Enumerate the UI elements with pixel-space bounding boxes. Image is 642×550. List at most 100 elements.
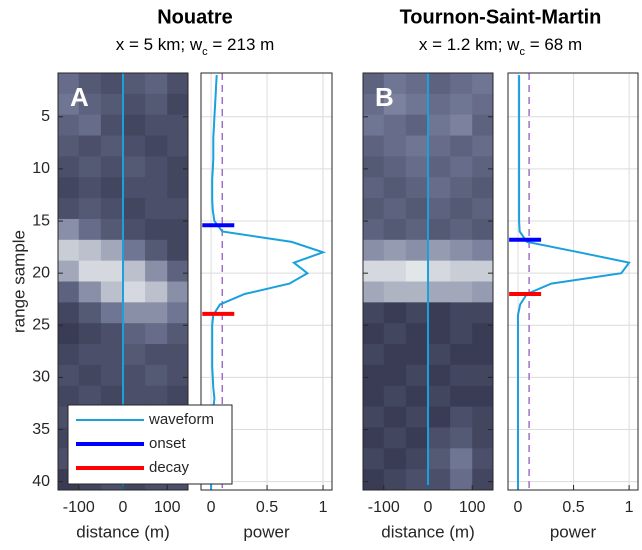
image-cell (363, 364, 385, 387)
waveform-plot (517, 73, 631, 490)
x-tick-label: 100 (154, 499, 181, 516)
image-cell (58, 114, 80, 137)
image-cell (78, 114, 102, 137)
image-cell (450, 364, 473, 387)
image-cell (450, 344, 473, 366)
x-axis-label: power (243, 522, 290, 541)
image-cell (405, 135, 429, 157)
image-cell (472, 260, 493, 282)
image-cell (363, 239, 385, 262)
image-cell (167, 323, 188, 345)
image-cell (78, 198, 102, 220)
image-cell (58, 73, 80, 95)
image-cell (428, 135, 451, 157)
image-cell (100, 114, 124, 137)
image-cell (405, 156, 429, 178)
image-cell (78, 73, 102, 95)
image-cell (383, 302, 407, 324)
image-cell (363, 198, 385, 220)
image-cell (78, 239, 102, 262)
image-cell (100, 156, 124, 178)
image-cell (123, 114, 146, 137)
subtitle-part: = 213 m (208, 35, 275, 54)
image-cell (405, 344, 429, 366)
image-cell (405, 93, 429, 116)
y-tick-label: 15 (32, 212, 50, 229)
x-tick-label: -100 (368, 499, 400, 516)
image-cell (428, 218, 451, 241)
legend-label: decay (149, 459, 190, 476)
image-cell (123, 260, 146, 282)
subtitle-part: c (202, 46, 208, 58)
image-cell (383, 93, 407, 116)
image-cell (123, 239, 146, 262)
chart-title: Tournon-Saint-Martin (400, 6, 602, 28)
image-cell (123, 73, 146, 95)
image-cell (167, 198, 188, 220)
legend-label: onset (149, 435, 187, 452)
image-cell (383, 427, 407, 449)
image-cell (145, 385, 168, 408)
image-cell (100, 302, 124, 324)
image-cell (472, 302, 493, 324)
image-cell (363, 344, 385, 366)
image-cell (78, 218, 102, 241)
image-cell (167, 260, 188, 282)
image-cell (450, 260, 473, 282)
image-cell (383, 73, 407, 95)
image-cell (363, 323, 385, 345)
image-cell (100, 218, 124, 241)
y-tick-label: 5 (41, 108, 50, 125)
image-cell (100, 177, 124, 199)
image-cell (100, 93, 124, 116)
image-cell (167, 364, 188, 387)
image-cell (123, 177, 146, 199)
image-cell (78, 135, 102, 157)
image-cell (383, 406, 407, 428)
image-cell (472, 385, 493, 408)
image-cell (58, 135, 80, 157)
image-cell (428, 281, 451, 303)
image-cell (363, 260, 385, 282)
image-cell (428, 156, 451, 178)
image-cell (428, 260, 451, 282)
image-cell (383, 135, 407, 157)
image-cell (167, 156, 188, 178)
legend-label: waveform (148, 411, 214, 428)
image-cell (167, 302, 188, 324)
image-cell (58, 260, 80, 282)
image-cell (363, 156, 385, 178)
image-cell (405, 427, 429, 449)
image-cell (145, 323, 168, 345)
image-cell (405, 302, 429, 324)
x-axis-label: distance (m) (76, 522, 170, 541)
image-cell (100, 364, 124, 387)
image-cell (123, 344, 146, 366)
y-tick-label: 30 (32, 369, 50, 386)
image-cell (428, 469, 451, 490)
image-cell (145, 114, 168, 137)
image-cell (428, 406, 451, 428)
image-cell (145, 177, 168, 199)
image-cell (123, 135, 146, 157)
image-cell (472, 427, 493, 449)
image-cell (100, 198, 124, 220)
image-cell (145, 239, 168, 262)
waveform-line (517, 75, 631, 490)
image-cell (428, 323, 451, 345)
panel-label: B (375, 82, 394, 112)
axes-frame (200, 72, 333, 491)
image-cell (58, 218, 80, 241)
image-cell (472, 135, 493, 157)
image-cell (405, 218, 429, 241)
image-cell (100, 344, 124, 366)
x-tick-label: 0 (119, 499, 128, 516)
image-cell (472, 177, 493, 199)
image-cell (363, 448, 385, 470)
image-cell (58, 364, 80, 387)
image-cell (58, 323, 80, 345)
image-cell (78, 260, 102, 282)
image-cell (58, 177, 80, 199)
image-cell (472, 364, 493, 387)
